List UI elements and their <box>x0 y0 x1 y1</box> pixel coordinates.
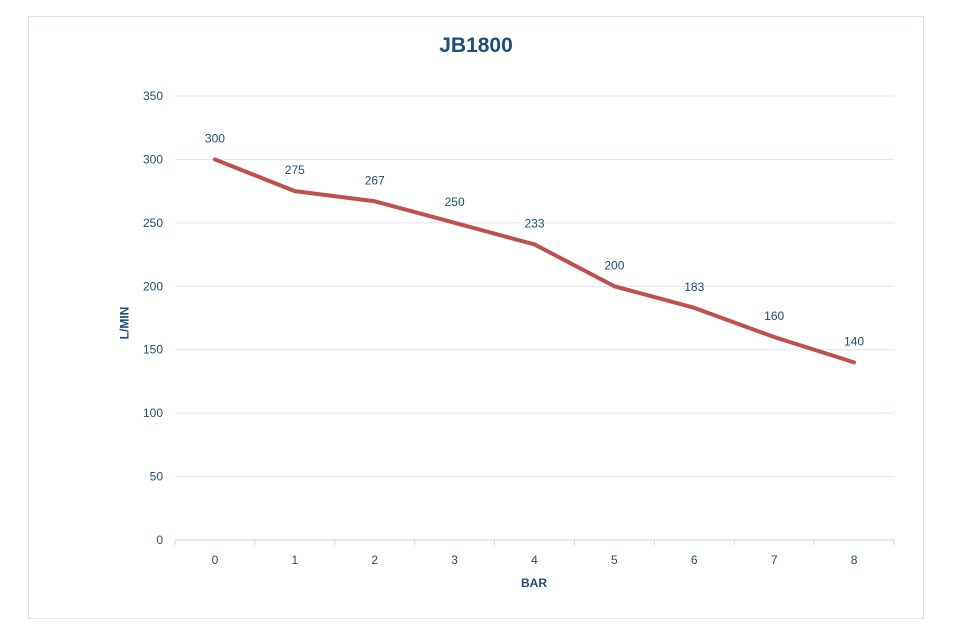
data-label: 275 <box>285 163 305 177</box>
x-tick-label: 0 <box>212 553 219 567</box>
x-axis-title: BAR <box>521 576 547 590</box>
data-point <box>213 157 217 161</box>
chart-title: JB1800 <box>439 34 513 57</box>
data-label: 233 <box>524 216 544 230</box>
data-point <box>852 360 856 364</box>
y-tick-label: 50 <box>150 470 164 484</box>
series-line <box>212 157 857 365</box>
x-tick-label: 4 <box>531 553 538 567</box>
y-tick-label: 100 <box>143 406 163 420</box>
x-tick-label: 1 <box>291 553 298 567</box>
x-tick-label: 2 <box>371 553 378 567</box>
x-tick-label: 3 <box>451 553 458 567</box>
data-point <box>692 306 696 310</box>
data-label: 200 <box>604 258 624 272</box>
data-point <box>453 221 457 225</box>
x-tick-label: 8 <box>851 553 858 567</box>
y-tick-label: 0 <box>156 533 163 547</box>
data-point <box>772 335 776 339</box>
y-tick-label: 300 <box>143 152 163 166</box>
data-point <box>373 199 377 203</box>
data-label: 267 <box>365 173 385 187</box>
y-tick-label: 350 <box>143 89 163 103</box>
y-tick-label: 250 <box>143 216 163 230</box>
x-tick-label: 6 <box>691 553 698 567</box>
data-label: 160 <box>764 309 784 323</box>
chart-frame <box>28 16 924 619</box>
x-tick-label: 7 <box>771 553 778 567</box>
data-label: 140 <box>844 334 864 348</box>
data-label: 183 <box>684 280 704 294</box>
data-label: 300 <box>205 131 225 145</box>
y-tick-label: 150 <box>143 343 163 357</box>
data-point <box>533 242 536 246</box>
x-tick-label: 5 <box>611 553 618 567</box>
data-point <box>612 284 616 288</box>
data-point <box>293 189 297 193</box>
y-tick-label: 200 <box>143 279 163 293</box>
data-label: 250 <box>445 195 465 209</box>
